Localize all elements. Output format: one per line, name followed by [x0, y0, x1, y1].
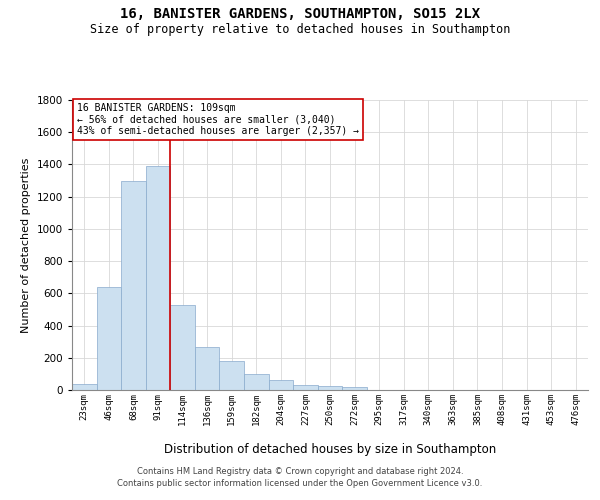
Text: 16 BANISTER GARDENS: 109sqm
← 56% of detached houses are smaller (3,040)
43% of : 16 BANISTER GARDENS: 109sqm ← 56% of det…	[77, 103, 359, 136]
Bar	[170, 304, 195, 390]
Bar	[146, 166, 170, 390]
Text: Distribution of detached houses by size in Southampton: Distribution of detached houses by size …	[164, 442, 496, 456]
Bar	[72, 384, 97, 390]
Bar	[244, 374, 269, 390]
Text: 16, BANISTER GARDENS, SOUTHAMPTON, SO15 2LX: 16, BANISTER GARDENS, SOUTHAMPTON, SO15 …	[120, 8, 480, 22]
Y-axis label: Number of detached properties: Number of detached properties	[21, 158, 31, 332]
Bar	[293, 385, 318, 390]
Bar	[318, 386, 342, 390]
Bar	[220, 361, 244, 390]
Text: Contains HM Land Registry data © Crown copyright and database right 2024.: Contains HM Land Registry data © Crown c…	[137, 467, 463, 476]
Bar	[342, 387, 367, 390]
Bar	[121, 180, 146, 390]
Bar	[97, 287, 121, 390]
Text: Size of property relative to detached houses in Southampton: Size of property relative to detached ho…	[90, 22, 510, 36]
Bar	[269, 380, 293, 390]
Bar	[195, 346, 220, 390]
Text: Contains public sector information licensed under the Open Government Licence v3: Contains public sector information licen…	[118, 478, 482, 488]
